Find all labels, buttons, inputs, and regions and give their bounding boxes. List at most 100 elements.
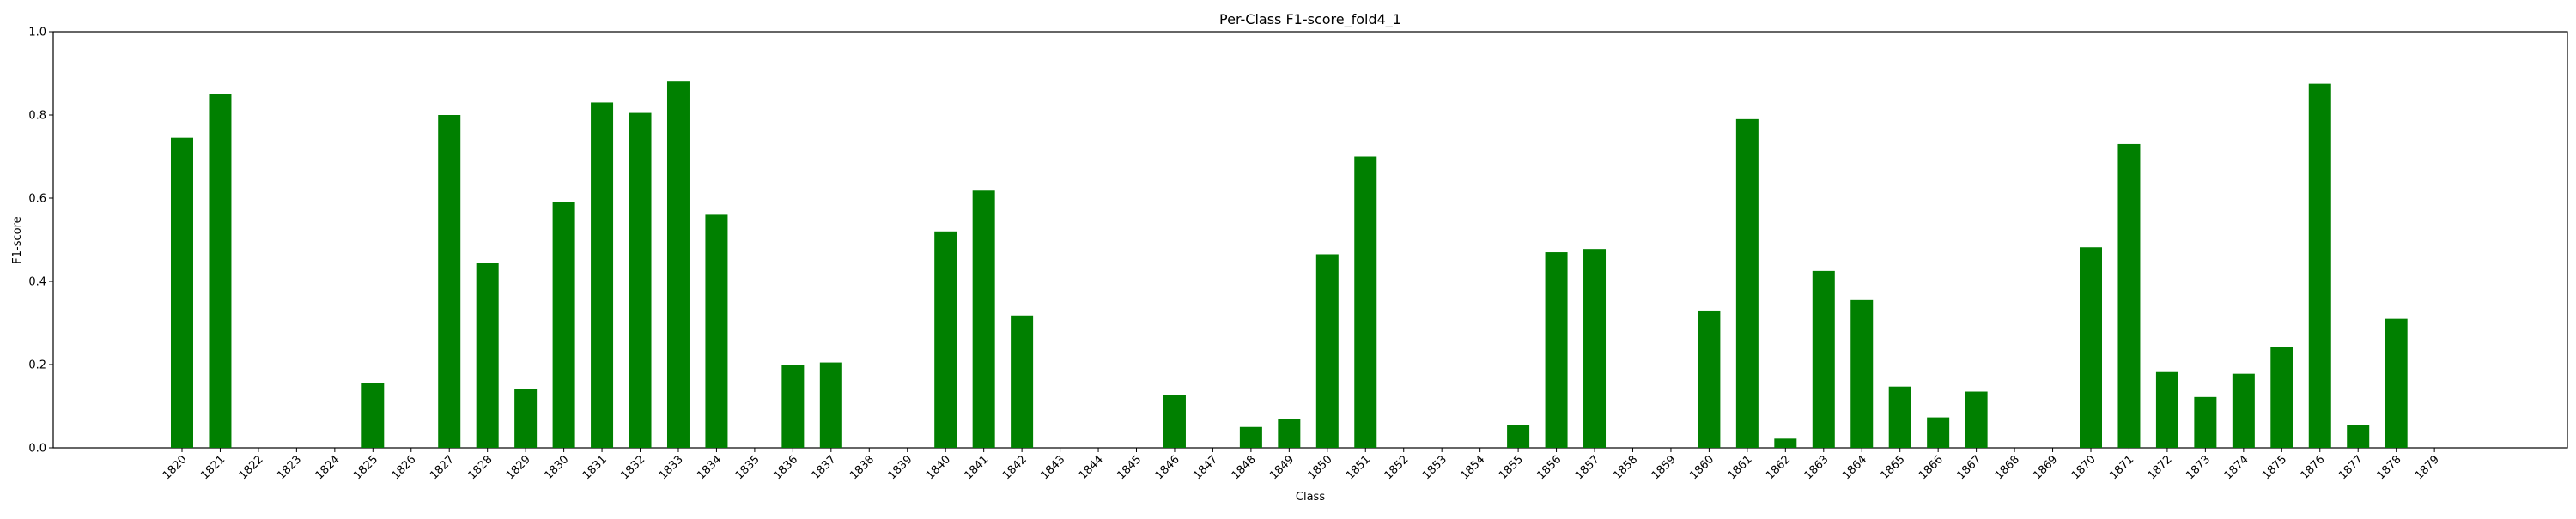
bar-1828 xyxy=(476,263,499,448)
x-tick-label: 1869 xyxy=(2031,453,2060,482)
y-ticks-group: 0.0 0.2 0.4 0.6 0.8 1.0 xyxy=(28,27,53,456)
bar-1862 xyxy=(1774,438,1797,448)
bar-1866 xyxy=(1927,417,1950,448)
x-tick-label: 1853 xyxy=(1420,453,1449,482)
y-tick-label: 0.2 xyxy=(28,359,46,372)
bar-1857 xyxy=(1583,249,1607,448)
x-tick-label: 1876 xyxy=(2299,453,2328,482)
bar-1850 xyxy=(1315,254,1339,448)
x-tick-label: 1835 xyxy=(733,453,762,482)
bar-1848 xyxy=(1239,426,1262,448)
x-tick-label: 1823 xyxy=(275,453,304,482)
x-tick-label: 1854 xyxy=(1458,453,1487,482)
bar-1841 xyxy=(972,190,995,448)
x-tick-label: 1850 xyxy=(1306,453,1335,482)
x-tick-label: 1830 xyxy=(542,453,571,482)
x-tick-label: 1862 xyxy=(1764,453,1793,482)
x-tick-label: 1837 xyxy=(810,453,839,482)
bar-1827 xyxy=(438,115,461,448)
x-tick-label: 1829 xyxy=(504,453,533,482)
x-tick-label: 1831 xyxy=(580,453,610,482)
x-tick-label: 1856 xyxy=(1534,453,1564,482)
x-tick-label: 1857 xyxy=(1573,453,1602,482)
x-tick-label: 1845 xyxy=(1115,453,1144,482)
x-tick-label: 1842 xyxy=(1000,453,1030,482)
bar-1834 xyxy=(705,214,728,448)
bar-1825 xyxy=(361,383,385,448)
bar-1849 xyxy=(1278,419,1301,448)
x-tick-label: 1841 xyxy=(962,453,991,482)
x-tick-label: 1872 xyxy=(2146,453,2175,482)
y-tick-label: 0.6 xyxy=(28,193,46,206)
x-tick-label: 1828 xyxy=(466,453,495,482)
bar-1867 xyxy=(1965,391,1988,448)
x-tick-label: 1873 xyxy=(2184,453,2213,482)
x-tick-label: 1875 xyxy=(2260,453,2289,482)
bar-1842 xyxy=(1011,315,1034,448)
x-tick-label: 1827 xyxy=(428,453,457,482)
y-axis-label: F1-score xyxy=(11,216,24,263)
x-tick-label: 1848 xyxy=(1230,453,1259,482)
chart-title: Per-Class F1-score_fold4_1 xyxy=(1219,11,1401,28)
x-tick-label: 1839 xyxy=(886,453,915,482)
x-tick-label: 1855 xyxy=(1497,453,1526,482)
x-tick-label: 1826 xyxy=(390,453,419,482)
bar-1873 xyxy=(2194,396,2217,448)
bar-1846 xyxy=(1163,395,1186,448)
x-tick-label: 1879 xyxy=(2413,453,2442,482)
x-tick-label: 1865 xyxy=(1879,453,1908,482)
bar-1864 xyxy=(1850,299,1874,448)
x-tick-label: 1877 xyxy=(2336,453,2366,482)
x-tick-label: 1833 xyxy=(657,453,686,482)
bars-group xyxy=(171,81,2408,449)
x-tick-label: 1864 xyxy=(1840,453,1869,482)
bar-1875 xyxy=(2270,347,2293,448)
x-tick-label: 1852 xyxy=(1382,453,1412,482)
bar-1832 xyxy=(629,112,652,448)
x-tick-label: 1824 xyxy=(313,453,343,482)
x-tick-label: 1861 xyxy=(1726,453,1755,482)
bar-1876 xyxy=(2308,83,2331,449)
bar-1861 xyxy=(1735,118,1759,448)
bar-1874 xyxy=(2232,373,2255,448)
x-tick-label: 1870 xyxy=(2069,453,2099,482)
bar-1871 xyxy=(2117,143,2141,448)
bar-1865 xyxy=(1888,386,1911,448)
bar-1872 xyxy=(2155,371,2178,448)
x-tick-label: 1821 xyxy=(198,453,228,482)
x-tick-label: 1866 xyxy=(1917,453,1946,482)
bar-1820 xyxy=(171,137,193,448)
bar-1821 xyxy=(209,94,232,448)
bar-1840 xyxy=(934,231,957,448)
bar-1837 xyxy=(819,362,842,448)
bar-1830 xyxy=(552,202,575,448)
y-tick-label: 1.0 xyxy=(28,27,46,39)
bar-1856 xyxy=(1545,252,1568,448)
x-tick-label: 1860 xyxy=(1687,453,1716,482)
bar-1851 xyxy=(1354,156,1377,448)
x-tick-label: 1849 xyxy=(1267,453,1297,482)
plot-area xyxy=(52,31,2568,449)
x-tick-label: 1843 xyxy=(1038,453,1067,482)
y-tick-label: 0.8 xyxy=(28,110,46,123)
bar-1863 xyxy=(1812,270,1835,449)
x-tick-label: 1867 xyxy=(1954,453,1984,482)
x-tick-label: 1851 xyxy=(1344,453,1373,482)
x-tick-label: 1840 xyxy=(924,453,953,482)
bar-1855 xyxy=(1507,425,1530,448)
x-tick-label: 1846 xyxy=(1153,453,1182,482)
x-tick-label: 1844 xyxy=(1077,453,1106,482)
x-tick-label: 1820 xyxy=(161,453,190,482)
x-axis-label: Class xyxy=(1296,491,1325,504)
x-tick-label: 1847 xyxy=(1191,453,1220,482)
x-tick-label: 1868 xyxy=(1993,453,2022,482)
y-tick-label: 0.4 xyxy=(28,276,46,289)
x-tick-label: 1863 xyxy=(1802,453,1832,482)
bar-1836 xyxy=(781,365,805,448)
x-ticks-group: 1820 1821 1822 1823 1824 1825 1826 1827 1828 1829… xyxy=(161,448,2442,482)
x-tick-label: 1838 xyxy=(848,453,877,482)
bar-1831 xyxy=(591,102,614,448)
bar-1833 xyxy=(666,81,690,448)
x-tick-label: 1874 xyxy=(2222,453,2251,482)
